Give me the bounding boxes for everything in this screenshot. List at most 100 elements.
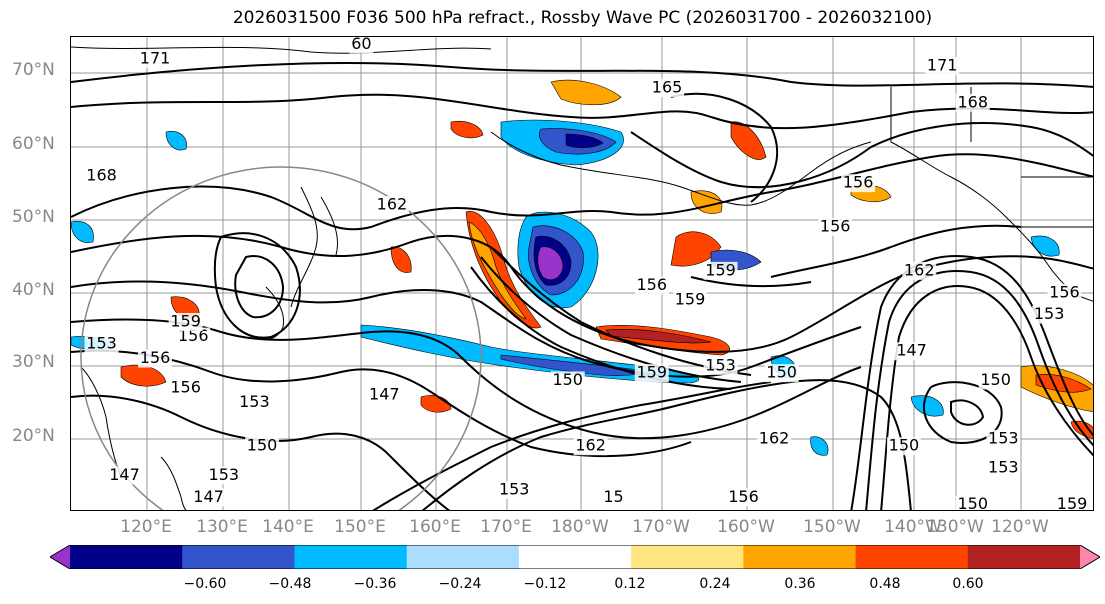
contour-label-bg xyxy=(986,459,1021,478)
contour-label-bg xyxy=(672,291,707,310)
lon-label: 150°E xyxy=(334,517,386,537)
lon-label: 170°E xyxy=(480,517,532,537)
colorbar-tick: 0.12 xyxy=(614,576,646,592)
contour-label: 156 xyxy=(637,275,668,294)
colorbar-tick: −0.60 xyxy=(183,576,227,592)
contour-label-bg xyxy=(1055,495,1090,510)
contour-label-bg xyxy=(601,488,626,507)
contour-label-bg xyxy=(986,429,1021,448)
contour-label: 150 xyxy=(247,436,278,455)
contour-labels: 171 165 171 168 168 162 156 156 159 156 159 162 156 1… xyxy=(84,37,1090,511)
contour-label: 171 xyxy=(140,48,171,67)
contour-label-bg xyxy=(1032,305,1067,324)
contour-label-bg xyxy=(84,334,119,353)
contour-label: 162 xyxy=(575,436,606,455)
colorbar-segment xyxy=(294,545,408,569)
colorbar-segment xyxy=(967,545,1081,569)
colorbar-segment xyxy=(743,545,857,569)
map-canvas: 171 165 171 168 168 162 156 156 159 156 159 162 156 1… xyxy=(71,37,1093,511)
colorbar-tick: −0.48 xyxy=(268,576,312,592)
contour-label: 156 xyxy=(170,377,201,396)
contour-label-bg xyxy=(703,356,738,375)
coastlines xyxy=(71,46,1093,510)
contour-label: 153 xyxy=(499,480,530,499)
contour-label-bg xyxy=(497,481,532,500)
contour-label: 15 xyxy=(603,487,623,506)
contour-label: 60 xyxy=(351,37,371,53)
colorbar-tick: −0.36 xyxy=(353,576,397,592)
contour-label-bg xyxy=(955,495,990,510)
lon-label: 140°W xyxy=(884,517,942,537)
contour-label-bg xyxy=(925,57,960,76)
contour-label-bg xyxy=(703,261,738,280)
contour-label: 153 xyxy=(239,392,270,411)
lat-label: 20°N xyxy=(12,426,55,446)
contour-label: 156 xyxy=(820,217,851,236)
contour-label-bg xyxy=(245,437,280,456)
colorbar-segment xyxy=(631,545,744,569)
contour-label-bg xyxy=(237,393,272,412)
lon-label: 180°W xyxy=(551,517,609,537)
contour-label: 153 xyxy=(705,355,736,374)
contour-label-bg xyxy=(138,49,173,68)
colorbar-segment xyxy=(406,545,520,569)
contour-label-bg xyxy=(206,466,241,485)
lon-label: 160°E xyxy=(409,517,461,537)
contour-label-bg xyxy=(955,93,990,112)
contour-label: 150 xyxy=(980,370,1011,389)
contour-label: 159 xyxy=(170,312,201,331)
contour-label: 150 xyxy=(766,363,797,382)
lon-label: 170°W xyxy=(632,517,690,537)
lon-label: 160°W xyxy=(717,517,775,537)
contour-label: 153 xyxy=(1034,304,1065,323)
lat-label: 30°N xyxy=(12,352,55,372)
contour-label: 153 xyxy=(86,333,117,352)
contour-label-bg xyxy=(550,371,585,390)
map-panel[interactable]: 171 165 171 168 168 162 156 156 159 156 159 162 156 1… xyxy=(70,36,1094,511)
contour-label-bg xyxy=(138,349,173,368)
lat-label: 50°N xyxy=(12,207,55,227)
colorbar-tick: 0.60 xyxy=(952,576,984,592)
contour-label: 150 xyxy=(957,494,988,511)
colorbar-extend-high xyxy=(1080,545,1100,569)
colorbar-tick: 0.48 xyxy=(869,576,901,592)
contour-label: 171 xyxy=(927,56,958,75)
colorbar-tick: −0.24 xyxy=(438,576,482,592)
lon-label: 130°E xyxy=(196,517,248,537)
lon-label: 120°W xyxy=(991,517,1049,537)
contour-label: 147 xyxy=(193,487,224,506)
contour-label: 165 xyxy=(652,78,683,97)
contour-label: 156 xyxy=(843,173,874,192)
contour-label: 150 xyxy=(889,436,920,455)
contour-label-bg xyxy=(191,488,226,507)
lon-label: 150°W xyxy=(803,517,861,537)
contour-label-bg xyxy=(176,327,211,346)
contour-label-bg xyxy=(978,371,1013,390)
contour-label-bg xyxy=(107,466,142,485)
colorbar xyxy=(50,545,1100,569)
contour-label-bg xyxy=(886,437,921,456)
colorbar-tick: 0.24 xyxy=(699,576,731,592)
contour-label: 156 xyxy=(1049,282,1080,301)
contour-label-bg xyxy=(374,196,409,215)
contour-label-bg xyxy=(726,488,761,507)
contour-label: 153 xyxy=(988,458,1019,477)
lon-label: 130°W xyxy=(926,517,984,537)
lat-label: 60°N xyxy=(12,134,55,154)
reference-circle xyxy=(80,166,482,510)
height-contours xyxy=(71,61,1093,510)
lat-label: 70°N xyxy=(12,60,55,80)
colorbar-extend-low xyxy=(50,545,70,569)
contour-label: 162 xyxy=(904,260,935,279)
contour-label: 147 xyxy=(109,465,140,484)
contour-label: 147 xyxy=(369,385,400,404)
colorbar-tick: −0.12 xyxy=(523,576,567,592)
contour-label: 153 xyxy=(209,465,240,484)
lon-label: 140°E xyxy=(262,517,314,537)
contour-label-bg xyxy=(634,364,669,383)
contour-label-bg xyxy=(168,378,203,397)
colorbar-tick: 0.36 xyxy=(784,576,816,592)
contour-label: 162 xyxy=(759,428,790,447)
contour-label: 168 xyxy=(957,92,988,111)
contour-label-bg xyxy=(894,342,929,361)
